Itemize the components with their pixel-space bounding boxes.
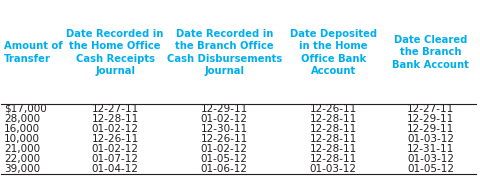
Text: 12-31-11: 12-31-11 [407, 144, 454, 154]
Text: 12-28-11: 12-28-11 [310, 124, 357, 134]
Text: 21,000: 21,000 [4, 144, 40, 154]
Text: 12-28-11: 12-28-11 [310, 114, 357, 124]
Text: 01-04-12: 01-04-12 [92, 164, 139, 174]
Text: 16,000: 16,000 [4, 124, 40, 134]
Text: Date Cleared
the Branch
Bank Account: Date Cleared the Branch Bank Account [392, 35, 469, 70]
Text: 12-28-11: 12-28-11 [310, 134, 357, 144]
Text: 01-03-12: 01-03-12 [310, 164, 357, 174]
Text: 12-30-11: 12-30-11 [201, 124, 248, 134]
Text: 12-29-11: 12-29-11 [201, 104, 248, 114]
Text: Date Recorded in
the Home Office
Cash Receipts
Journal: Date Recorded in the Home Office Cash Re… [67, 29, 164, 76]
Text: 12-28-11: 12-28-11 [92, 114, 139, 124]
Text: 22,000: 22,000 [4, 154, 40, 164]
Text: 01-03-12: 01-03-12 [407, 154, 454, 164]
Text: Date Deposited
in the Home
Office Bank
Account: Date Deposited in the Home Office Bank A… [290, 29, 377, 76]
Text: 01-05-12: 01-05-12 [407, 164, 454, 174]
Text: 01-06-12: 01-06-12 [201, 164, 248, 174]
Text: 12-26-11: 12-26-11 [92, 134, 139, 144]
Text: 12-28-11: 12-28-11 [310, 144, 357, 154]
Text: 12-29-11: 12-29-11 [407, 124, 454, 134]
Text: Amount of
Transfer: Amount of Transfer [4, 41, 62, 64]
Text: 01-07-12: 01-07-12 [92, 154, 139, 164]
Text: 01-02-12: 01-02-12 [201, 114, 248, 124]
Text: 01-02-12: 01-02-12 [201, 144, 248, 154]
Text: 12-28-11: 12-28-11 [310, 154, 357, 164]
Text: 01-03-12: 01-03-12 [407, 134, 454, 144]
Text: 12-26-11: 12-26-11 [310, 104, 357, 114]
Text: 39,000: 39,000 [4, 164, 40, 174]
Text: 12-27-11: 12-27-11 [407, 104, 454, 114]
Text: Date Recorded in
the Branch Office
Cash Disbursements
Journal: Date Recorded in the Branch Office Cash … [167, 29, 282, 76]
Text: 12-27-11: 12-27-11 [92, 104, 139, 114]
Text: 12-26-11: 12-26-11 [201, 134, 248, 144]
Text: 28,000: 28,000 [4, 114, 40, 124]
Text: $17,000: $17,000 [4, 104, 47, 114]
Text: 01-02-12: 01-02-12 [92, 124, 139, 134]
Text: 01-05-12: 01-05-12 [201, 154, 248, 164]
Text: 01-02-12: 01-02-12 [92, 144, 139, 154]
Text: 10,000: 10,000 [4, 134, 40, 144]
Text: 12-29-11: 12-29-11 [407, 114, 454, 124]
